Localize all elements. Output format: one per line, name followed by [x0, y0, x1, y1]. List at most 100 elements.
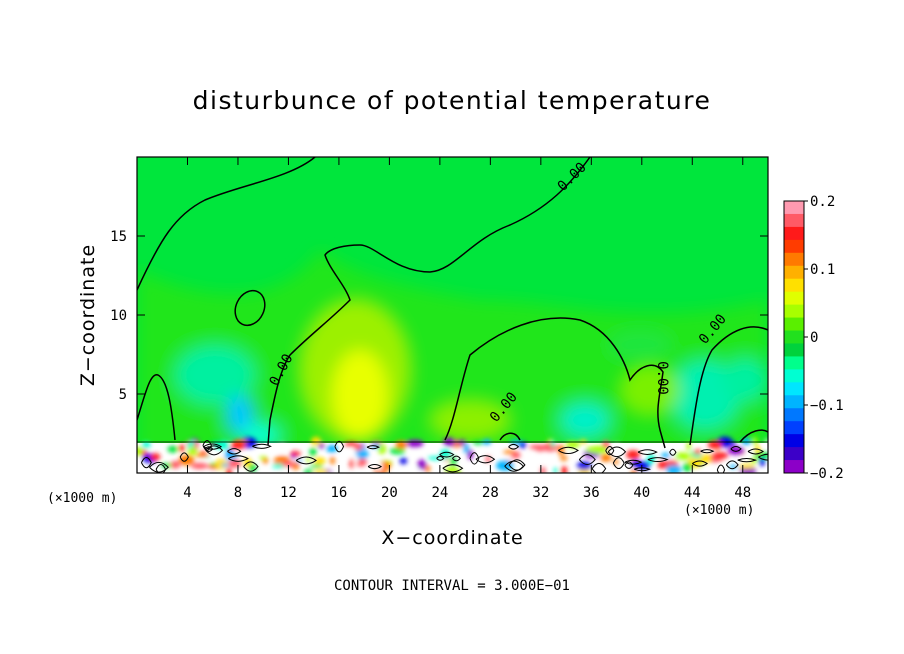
contour-label: 0.00 [654, 361, 670, 395]
turbulence-contour [730, 446, 742, 452]
turbulence-blob [191, 462, 208, 470]
contour-line-left-bottom [137, 374, 176, 441]
colorbar-swatch [784, 343, 804, 357]
turbulence-contour [508, 443, 520, 450]
turbulence-contour [624, 461, 634, 469]
turbulence-blob [405, 439, 424, 448]
turbulence-contour [179, 452, 189, 462]
turbulence-contour [452, 455, 461, 462]
turbulence-contour [612, 457, 625, 470]
turbulence-contour [605, 446, 615, 456]
y-tick-label: 15 [110, 229, 127, 245]
turbulence-blob [150, 453, 161, 461]
turbulence-contour [149, 461, 169, 473]
contour-line-lower [499, 432, 521, 441]
turbulence-contour [140, 457, 152, 469]
turbulence-blob [303, 469, 314, 473]
colorbar-swatch [784, 330, 804, 344]
turbulence-blob [626, 450, 640, 460]
turbulence-blob [355, 448, 369, 459]
x-tick-label: 20 [381, 485, 398, 501]
turbulence-blob [167, 445, 179, 453]
turbulence-blob [318, 443, 325, 449]
colorbar-swatch [784, 369, 804, 383]
turbulence-blob [729, 464, 739, 469]
colorbar-swatch [784, 317, 804, 332]
turbulence-blob [550, 439, 555, 448]
colorbar-swatch [784, 447, 804, 461]
turbulence-blob [578, 468, 591, 473]
turbulence-blob [752, 437, 758, 446]
turbulence-contour [758, 453, 768, 461]
colorbar-tick-label: −0.2 [810, 466, 844, 482]
turbulence-blob [485, 456, 491, 463]
x-tick-label: 24 [431, 485, 448, 501]
turbulence-blob [565, 441, 580, 449]
turbulence-blob [560, 455, 568, 461]
colorbar-swatch [784, 239, 804, 254]
turbulence-blob [674, 452, 690, 461]
turbulence-blob [330, 456, 335, 465]
field-shading [137, 250, 768, 473]
turbulence-contour [366, 445, 380, 450]
x-tick-label: 12 [280, 485, 297, 501]
turbulence-contour [578, 454, 596, 465]
turbulence-blob [712, 452, 729, 459]
turbulence-blob [689, 452, 695, 457]
turbulence-blob [467, 449, 474, 460]
colorbar-swatch [784, 382, 804, 396]
turbulence-blob [553, 468, 559, 473]
colorbar [783, 200, 805, 474]
turbulence-blob [230, 441, 246, 450]
colorbar-swatch [784, 395, 804, 409]
contour-line-right-bottom [739, 429, 768, 443]
contour-line-right [689, 326, 768, 446]
turbulence-blob [194, 453, 210, 458]
turbulence-contour [205, 445, 224, 456]
turbulence-blob [314, 469, 329, 473]
colorbar-swatch [784, 421, 804, 435]
x-tick-label: 48 [734, 485, 751, 501]
colorbar-swatch [784, 460, 804, 474]
x-tick-label: 4 [183, 485, 191, 501]
boundary-layer-turbulence [137, 436, 768, 473]
x-tick-label: 28 [482, 485, 499, 501]
turbulence-blob [600, 453, 612, 462]
turbulence-blob [585, 446, 604, 454]
turbulence-blob [349, 458, 354, 469]
turbulence-blob [579, 439, 587, 444]
turbulence-blob [503, 450, 516, 454]
turbulence-blob [413, 468, 421, 473]
y-tick-label: 5 [119, 387, 127, 403]
turbulence-contour [228, 455, 249, 462]
colorbar-swatch [784, 291, 804, 306]
turbulence-blob [262, 458, 269, 464]
turbulence-contour [725, 460, 739, 470]
turbulence-contour [637, 449, 658, 455]
turbulence-contour [558, 446, 579, 455]
colorbar-swatch [784, 252, 804, 267]
turbulence-blob [741, 437, 752, 445]
colorbar-swatch [784, 201, 804, 215]
x-axis-label: X−coordinate [381, 527, 524, 549]
turbulence-blob [226, 467, 232, 473]
turbulence-contour [204, 446, 214, 452]
turbulence-contour [442, 464, 464, 473]
turbulence-contour [747, 448, 764, 455]
turbulence-blob [727, 446, 745, 455]
turbulence-blob [631, 469, 637, 473]
y-axis-ticks: 5 10 15 [110, 229, 768, 403]
turbulence-blob [707, 440, 722, 449]
colorbar-swatch [784, 356, 804, 370]
turbulence-contour [469, 452, 480, 465]
turbulence-blob [693, 449, 702, 455]
turbulence-blob [310, 436, 322, 446]
x-tick-label: 16 [330, 485, 347, 501]
turbulence-contour [647, 457, 669, 463]
turbulence-blob [472, 440, 484, 445]
colorbar-swatch [784, 265, 804, 280]
x-unit-label-right: (×1000 m) [684, 503, 755, 518]
x-tick-label: 8 [234, 485, 242, 501]
colorbar-swatch [784, 304, 804, 319]
